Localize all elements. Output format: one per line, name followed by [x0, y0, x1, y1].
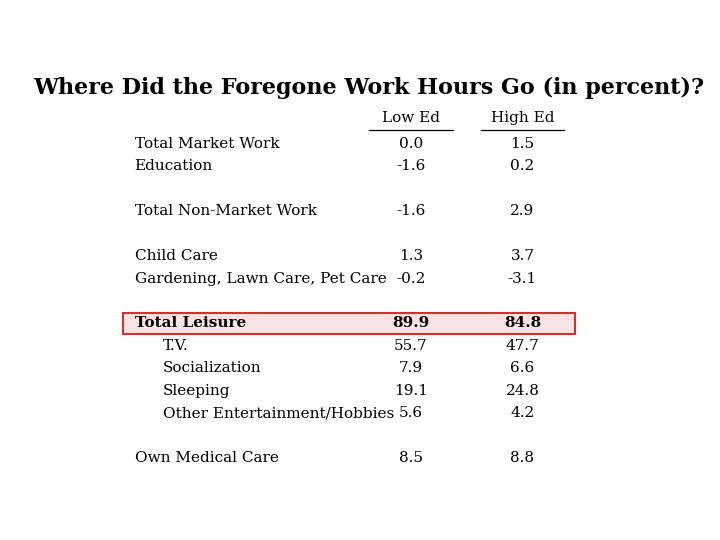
Text: Total Non-Market Work: Total Non-Market Work	[135, 204, 317, 218]
Text: Gardening, Lawn Care, Pet Care: Gardening, Lawn Care, Pet Care	[135, 272, 387, 286]
Text: 1.5: 1.5	[510, 137, 534, 151]
Text: Socialization: Socialization	[163, 361, 261, 375]
Text: 19.1: 19.1	[394, 384, 428, 398]
Text: Sleeping: Sleeping	[163, 384, 230, 398]
Text: Total Market Work: Total Market Work	[135, 137, 279, 151]
Text: -0.2: -0.2	[396, 272, 426, 286]
Text: Other Entertainment/Hobbies: Other Entertainment/Hobbies	[163, 406, 394, 420]
Text: Where Did the Foregone Work Hours Go (in percent)?: Where Did the Foregone Work Hours Go (in…	[33, 77, 705, 99]
Text: 7.9: 7.9	[399, 361, 423, 375]
Text: 1.3: 1.3	[399, 249, 423, 263]
Text: Total Leisure: Total Leisure	[135, 316, 246, 330]
Text: 8.5: 8.5	[399, 451, 423, 465]
Text: 24.8: 24.8	[505, 384, 539, 398]
Text: 89.9: 89.9	[392, 316, 429, 330]
Text: 55.7: 55.7	[394, 339, 428, 353]
Text: High Ed: High Ed	[491, 111, 554, 125]
Text: 3.7: 3.7	[510, 249, 534, 263]
Text: 5.6: 5.6	[399, 406, 423, 420]
Text: 0.2: 0.2	[510, 159, 534, 173]
Text: Education: Education	[135, 159, 213, 173]
Text: 2.9: 2.9	[510, 204, 534, 218]
FancyBboxPatch shape	[124, 313, 575, 334]
Text: 6.6: 6.6	[510, 361, 534, 375]
Text: 8.8: 8.8	[510, 451, 534, 465]
Text: T.V.: T.V.	[163, 339, 189, 353]
Text: 4.2: 4.2	[510, 406, 534, 420]
Text: -1.6: -1.6	[396, 204, 426, 218]
Text: -1.6: -1.6	[396, 159, 426, 173]
Text: 0.0: 0.0	[399, 137, 423, 151]
Text: 84.8: 84.8	[504, 316, 541, 330]
Text: Low Ed: Low Ed	[382, 111, 440, 125]
Text: 47.7: 47.7	[505, 339, 539, 353]
Text: Child Care: Child Care	[135, 249, 217, 263]
Text: -3.1: -3.1	[508, 272, 537, 286]
Text: Own Medical Care: Own Medical Care	[135, 451, 279, 465]
